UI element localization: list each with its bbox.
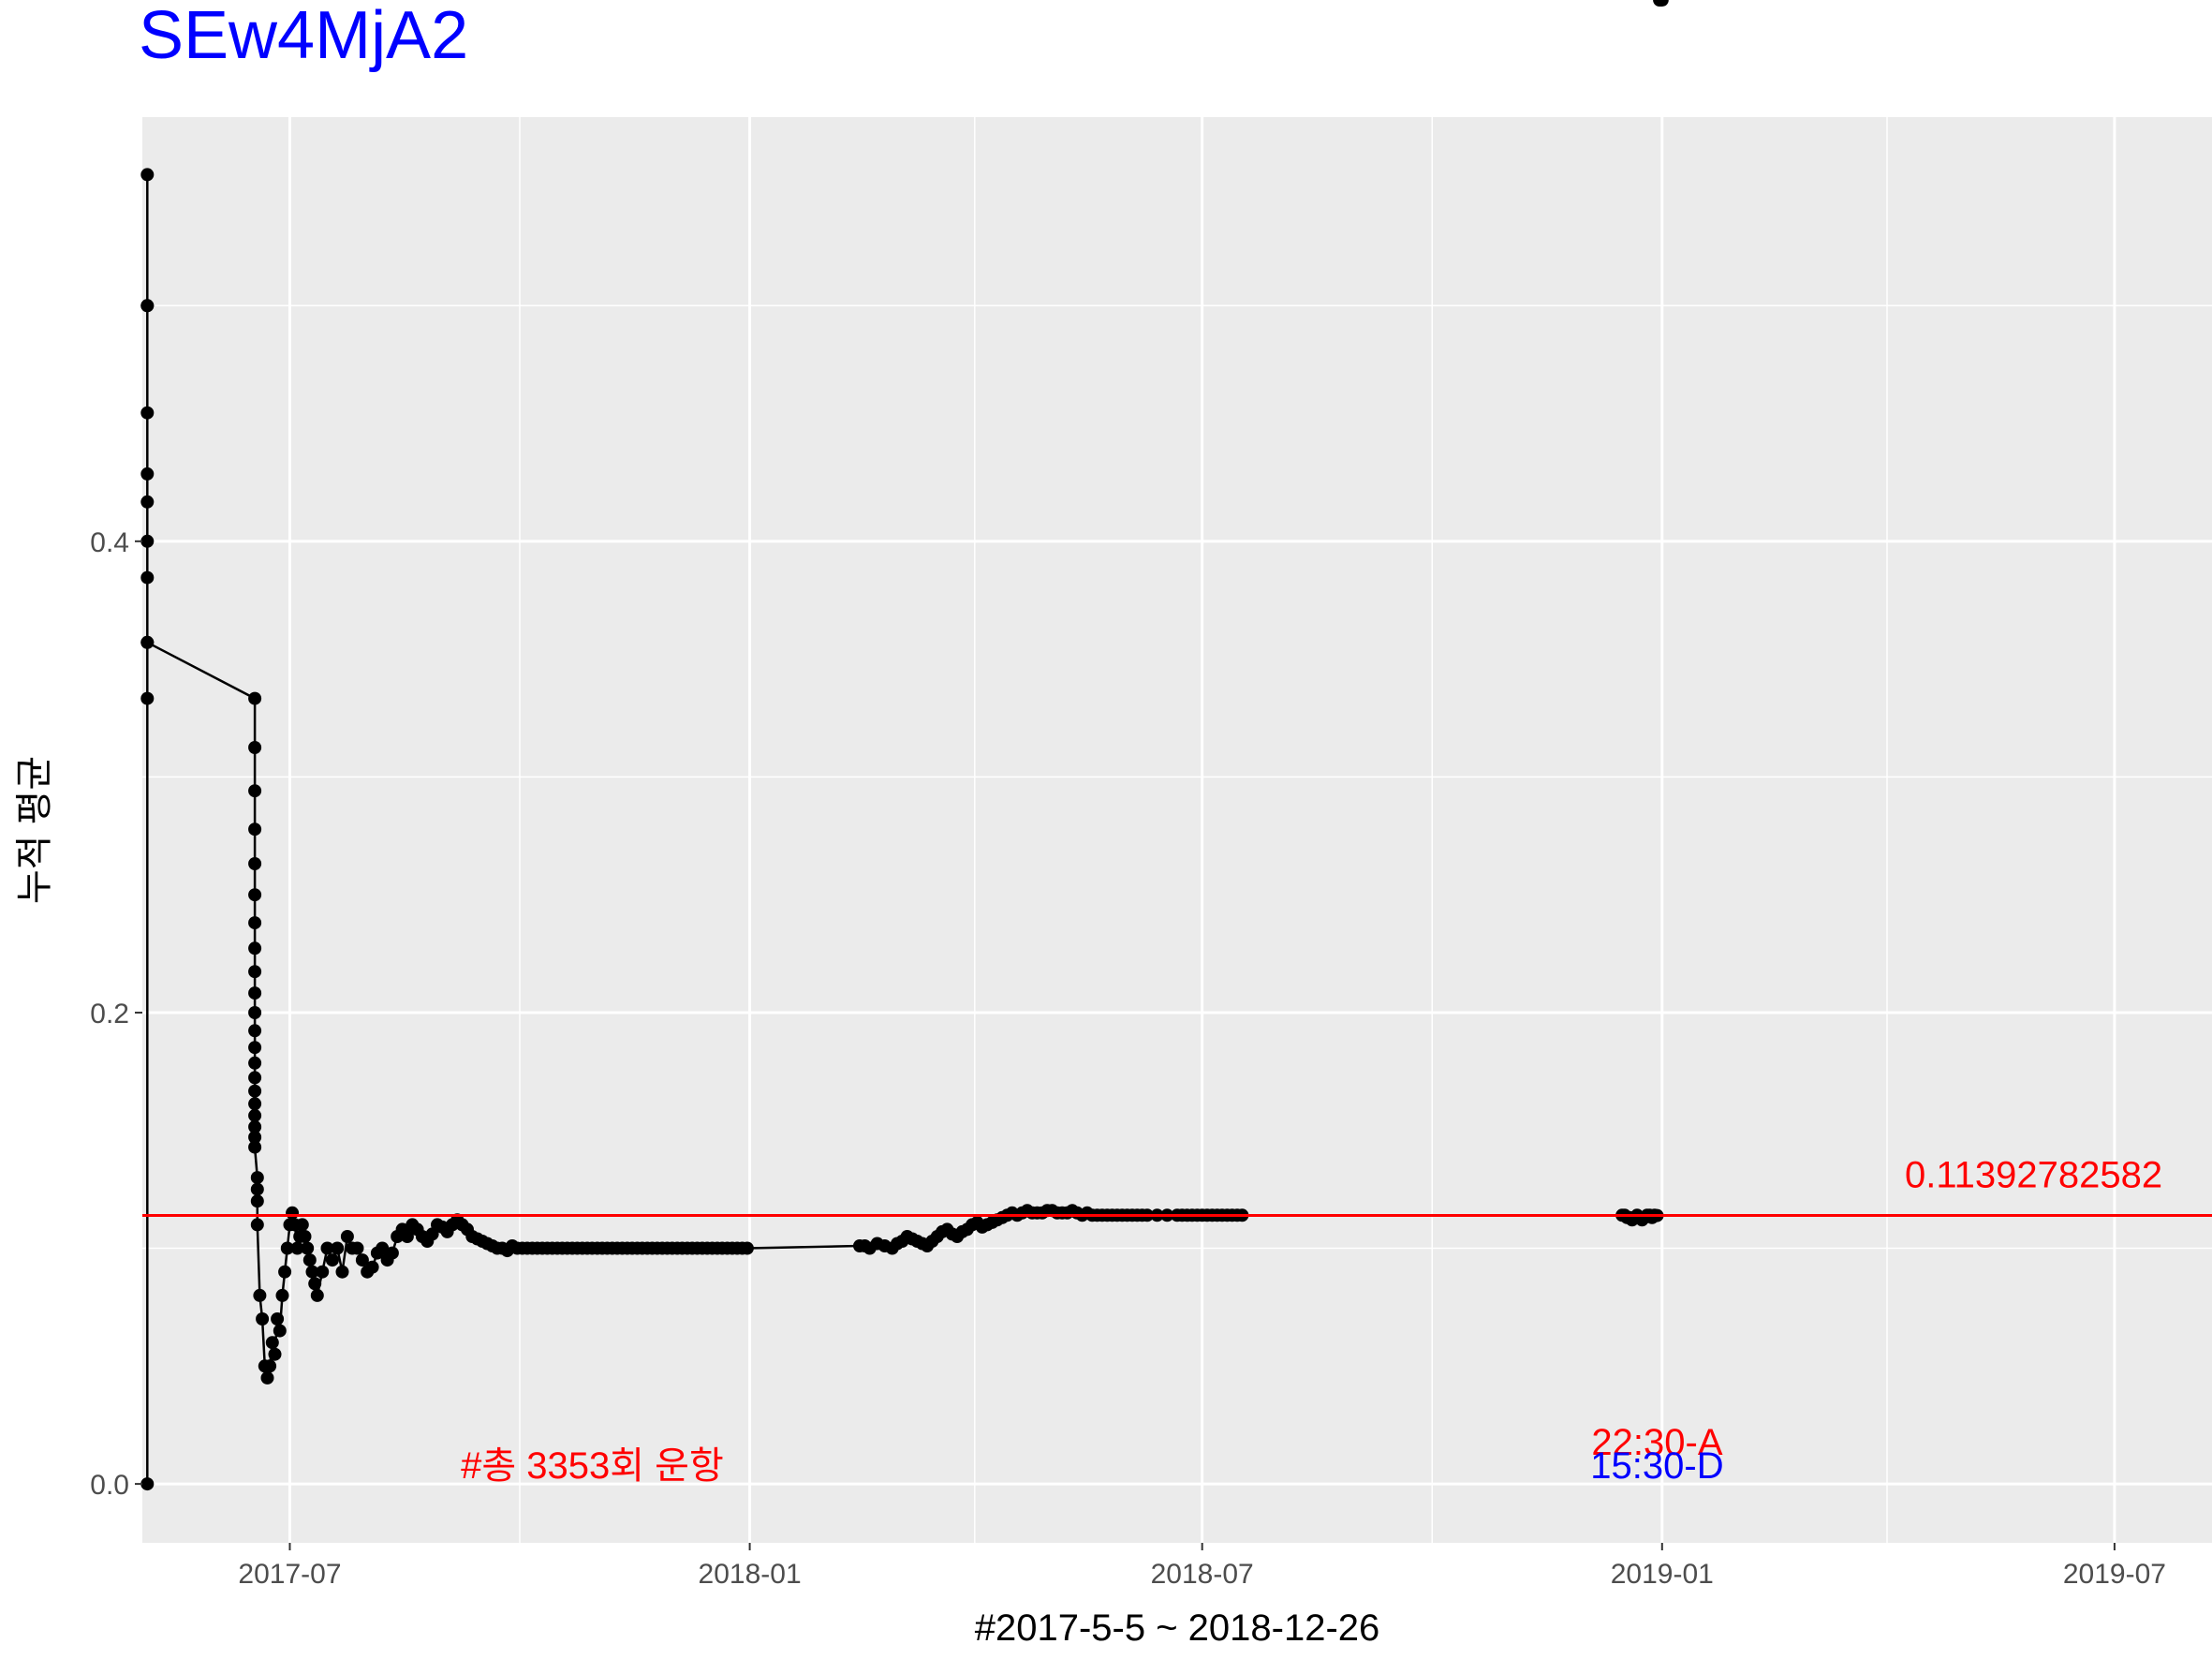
plot-panel [142, 117, 2212, 1543]
data-point [265, 1336, 279, 1350]
data-point [140, 635, 155, 649]
data-point [290, 1241, 304, 1255]
y-axis: 0.0 0.2 0.4 [90, 527, 129, 1501]
data-point [248, 741, 262, 754]
data-point [316, 1265, 330, 1279]
data-point [248, 1108, 262, 1122]
data-point [140, 691, 155, 705]
data-point [248, 1024, 262, 1038]
data-point [248, 822, 262, 837]
data-point [305, 1265, 319, 1279]
data-point [248, 941, 262, 955]
data-point [298, 1230, 312, 1243]
data-point [302, 1253, 317, 1267]
data-point [248, 1097, 262, 1111]
data-point [295, 1218, 309, 1232]
data-point [308, 1277, 322, 1291]
data-point [286, 1206, 300, 1220]
data-point [140, 467, 155, 481]
major-gridlines [142, 117, 2212, 1543]
departure-time-annotation: 15:30-D [1590, 1445, 1723, 1487]
data-point [350, 1241, 364, 1255]
data-point [140, 406, 155, 420]
data-point [253, 1288, 267, 1302]
x-tick-label: 2018-01 [699, 1559, 802, 1590]
data-point [248, 1006, 262, 1019]
arrival-time-annotation: 22:30-A [1591, 1422, 1722, 1463]
data-point [260, 1370, 274, 1385]
minor-gridlines [142, 117, 2212, 1543]
reference-hline-label: 0.11392782582 [1905, 1154, 2162, 1195]
data-point [740, 1241, 754, 1255]
data-point [280, 1241, 294, 1255]
data-point [310, 1288, 324, 1302]
y-tick-label: 0.2 [90, 999, 129, 1029]
data-point [400, 1230, 414, 1243]
data-point [248, 1084, 262, 1098]
data-point [248, 1056, 262, 1070]
data-point [140, 168, 155, 182]
data-point [271, 1312, 285, 1326]
x-axis-title: #2017-5-5 ~ 2018-12-26 [975, 1607, 1380, 1649]
y-axis-title: 누적 평균 [14, 756, 55, 904]
data-point [273, 1324, 287, 1338]
data-point [268, 1347, 282, 1361]
data-point [250, 1194, 264, 1208]
flight-count-annotation: #총 3353회 운항 [461, 1445, 724, 1487]
data-point [248, 888, 262, 902]
data-point [250, 1182, 264, 1196]
x-axis: 2017-07 2018-01 2018-07 2019-01 2019-07 [238, 1559, 2166, 1590]
data-point [1655, 0, 1669, 7]
y-tick-label: 0.4 [90, 527, 129, 558]
x-tick-label: 2018-07 [1151, 1559, 1254, 1590]
data-point [248, 857, 262, 870]
data-point [250, 1171, 264, 1185]
data-point [355, 1253, 369, 1267]
data-point [325, 1253, 339, 1267]
data-point [140, 570, 155, 585]
data-point [278, 1265, 292, 1279]
data-point [301, 1241, 315, 1255]
data-point [250, 1218, 264, 1232]
y-tick-label: 0.0 [90, 1470, 129, 1501]
data-point [248, 1140, 262, 1154]
x-tick-label: 2019-01 [1611, 1559, 1714, 1590]
data-point [385, 1246, 399, 1260]
data-point [340, 1230, 354, 1243]
data-point [248, 1131, 262, 1144]
data-point [275, 1288, 289, 1302]
data-point [365, 1260, 379, 1274]
data-point [248, 1120, 262, 1133]
data-point [248, 916, 262, 930]
data-point [140, 495, 155, 509]
data-point [248, 965, 262, 979]
data-point [248, 1041, 262, 1055]
x-tick-label: 2019-07 [2063, 1559, 2166, 1590]
axis-ticks [135, 540, 2116, 1550]
data-point [248, 1071, 262, 1085]
data-point [263, 1359, 277, 1373]
data-point [140, 1477, 155, 1491]
chart-title: SEw4MjA2 [139, 0, 468, 73]
data-point [248, 784, 262, 798]
data-point [331, 1241, 345, 1255]
data-point [335, 1265, 349, 1279]
data-point [256, 1312, 270, 1326]
data-point [248, 691, 262, 705]
x-tick-label: 2017-07 [238, 1559, 341, 1590]
data-point [320, 1241, 334, 1255]
data-point [248, 986, 262, 1000]
data-point [376, 1241, 390, 1255]
data-point [140, 299, 155, 313]
data-point [140, 534, 155, 548]
